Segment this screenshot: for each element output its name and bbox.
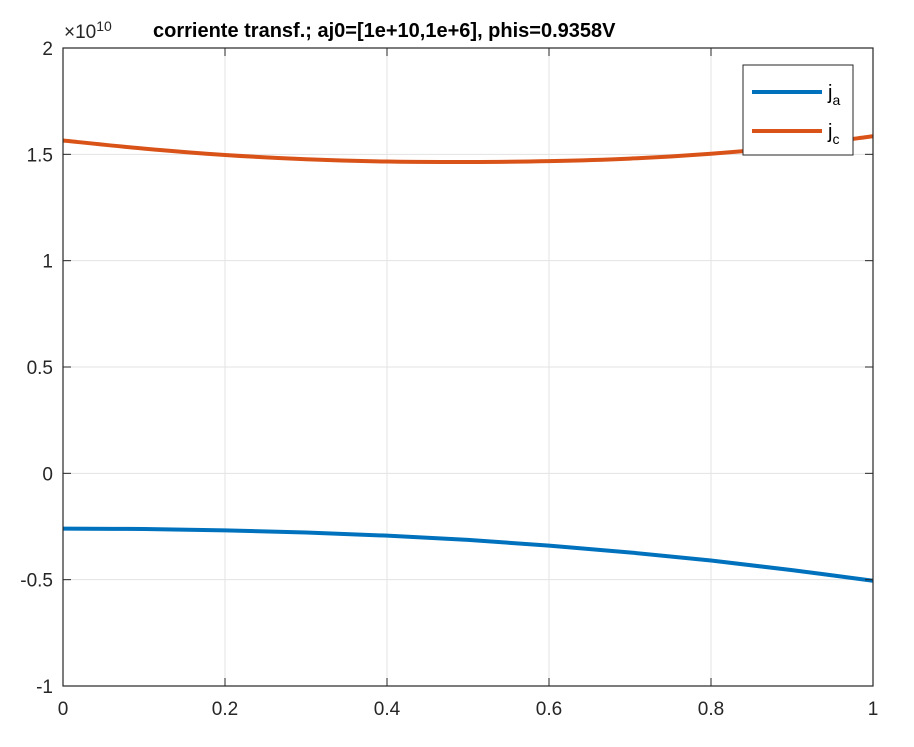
y-tick-label: 1	[42, 252, 53, 273]
legend-label-jc: jc	[827, 121, 839, 147]
y-tick-label: 2	[42, 39, 53, 60]
x-tick-label: 0.2	[212, 699, 238, 720]
legend-box	[742, 64, 854, 156]
y-tick-label: -0.5	[20, 571, 53, 592]
y-exponent-power: 10	[96, 18, 112, 34]
legend-sub-a: a	[832, 92, 840, 108]
y-exponent-label: ×1010	[64, 18, 112, 43]
legend-label-ja: ja	[827, 82, 840, 108]
x-tick-label: 0.8	[698, 699, 724, 720]
series-line-ja	[62, 526, 874, 583]
x-tick-label: 0	[58, 699, 69, 720]
y-tick-label: 0.5	[27, 358, 53, 379]
legend-sub-c: c	[832, 131, 839, 147]
x-tick-label: 0.6	[536, 699, 562, 720]
y-tick-labels: -1 -0.5 0 0.5 1 1.5 2	[20, 39, 53, 698]
x-tick-label: 0.4	[374, 699, 401, 720]
tick-marks	[62, 47, 874, 687]
legend: ja jc	[742, 64, 854, 156]
chart-title: corriente transf.; aj0=[1e+10,1e+6], phi…	[153, 20, 616, 42]
y-tick-label: -1	[36, 677, 53, 698]
series-line-jc	[62, 134, 874, 165]
x-tick-label: 1	[868, 699, 879, 720]
y-tick-label: 1.5	[27, 145, 53, 166]
x-tick-labels: 0 0.2 0.4 0.6 0.8 1	[58, 699, 879, 720]
series-group	[62, 134, 874, 583]
y-tick-label: 0	[42, 464, 53, 485]
